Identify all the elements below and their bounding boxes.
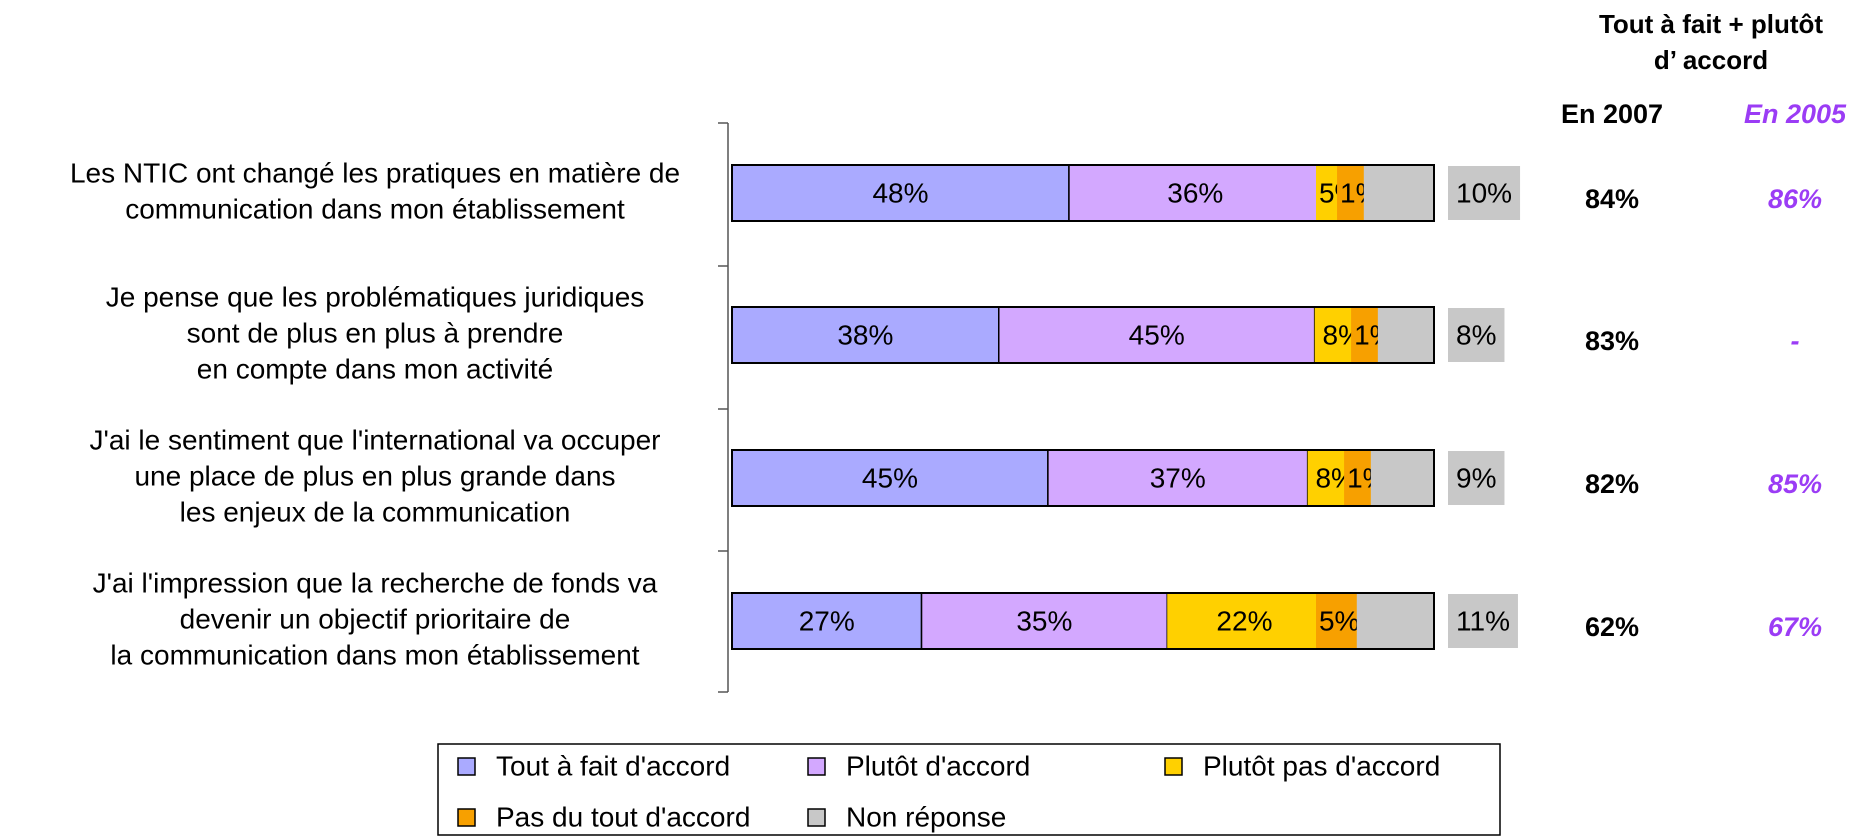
legend-label: Non réponse: [846, 801, 1006, 832]
value-label: 10%: [1456, 177, 1512, 208]
summary-value: 83%: [1585, 326, 1639, 356]
label-box: [1448, 166, 1521, 220]
legend-label: Plutôt pas d'accord: [1203, 750, 1440, 781]
legend-swatch: [807, 757, 826, 776]
category-label: J'ai le sentiment que l'international va…: [89, 424, 660, 455]
summary-value: -: [1791, 326, 1800, 356]
bar-outline: [731, 306, 1435, 364]
legend-label: Tout à fait d'accord: [496, 750, 730, 781]
bar-segment: [1356, 593, 1434, 649]
bar-segment: [998, 306, 1316, 364]
summary-value: 85%: [1768, 469, 1822, 499]
legend-label: Plutôt d'accord: [846, 750, 1030, 781]
summary-value: 82%: [1585, 469, 1639, 499]
bar-outline: [731, 449, 1435, 507]
category-label: la communication dans mon établissement: [110, 639, 639, 670]
summary-column-header: En 2007: [1561, 99, 1663, 129]
value-label: 27%: [799, 605, 855, 636]
legend-swatch: [807, 808, 826, 827]
summary-title: d’ accord: [1654, 45, 1768, 75]
label-box: [1448, 308, 1505, 362]
legend-box: [437, 743, 1501, 836]
value-label: 9%: [1456, 462, 1496, 493]
value-label: 35%: [1016, 605, 1072, 636]
category-label: sont de plus en plus à prendre: [187, 317, 564, 348]
value-label: 45%: [1129, 319, 1185, 350]
label-box: [1448, 451, 1505, 505]
bar-segment: [731, 449, 1049, 507]
category-label: J'ai l'impression que la recherche de fo…: [93, 567, 658, 598]
category-label: Je pense que les problématiques juridiqu…: [106, 281, 645, 312]
legend-swatch: [1164, 757, 1183, 776]
category-label: une place de plus en plus grande dans: [134, 460, 615, 491]
value-label: 45%: [862, 462, 918, 493]
value-label: 22%: [1216, 605, 1272, 636]
summary-title: Tout à fait + plutôt: [1599, 9, 1823, 39]
summary-value: 84%: [1585, 184, 1639, 214]
value-label: 37%: [1150, 462, 1206, 493]
value-label: 5%: [1319, 605, 1359, 636]
bar-segment: [1167, 593, 1322, 649]
value-label: 38%: [837, 319, 893, 350]
label-box: [1315, 594, 1363, 648]
value-label: 8%: [1456, 319, 1496, 350]
summary-value: 62%: [1585, 612, 1639, 642]
bar-segment: [731, 592, 923, 650]
legend-swatch: [457, 757, 476, 776]
legend-label: Pas du tout d'accord: [496, 801, 750, 832]
bar-segment: [1377, 307, 1434, 363]
summary-value: 67%: [1768, 612, 1822, 642]
category-label: devenir un objectif prioritaire de: [180, 603, 571, 634]
summary-column-header: En 2005: [1744, 99, 1847, 129]
label-box: [1448, 594, 1518, 648]
bar-segment: [1370, 450, 1434, 506]
value-label: 11%: [1456, 605, 1510, 636]
bar-segment: [920, 592, 1168, 650]
category-label: en compte dans mon activité: [197, 353, 553, 384]
category-label: communication dans mon établissement: [125, 193, 625, 224]
summary-value: 86%: [1768, 184, 1822, 214]
category-label: Les NTIC ont changé les pratiques en mat…: [70, 157, 680, 188]
bar-outline: [731, 164, 1435, 222]
bar-segment: [1363, 165, 1434, 221]
bar-outline: [731, 592, 1435, 650]
legend-swatch: [457, 808, 476, 827]
value-label: 36%: [1167, 177, 1223, 208]
value-label: 48%: [872, 177, 928, 208]
category-label: les enjeux de la communication: [180, 496, 571, 527]
